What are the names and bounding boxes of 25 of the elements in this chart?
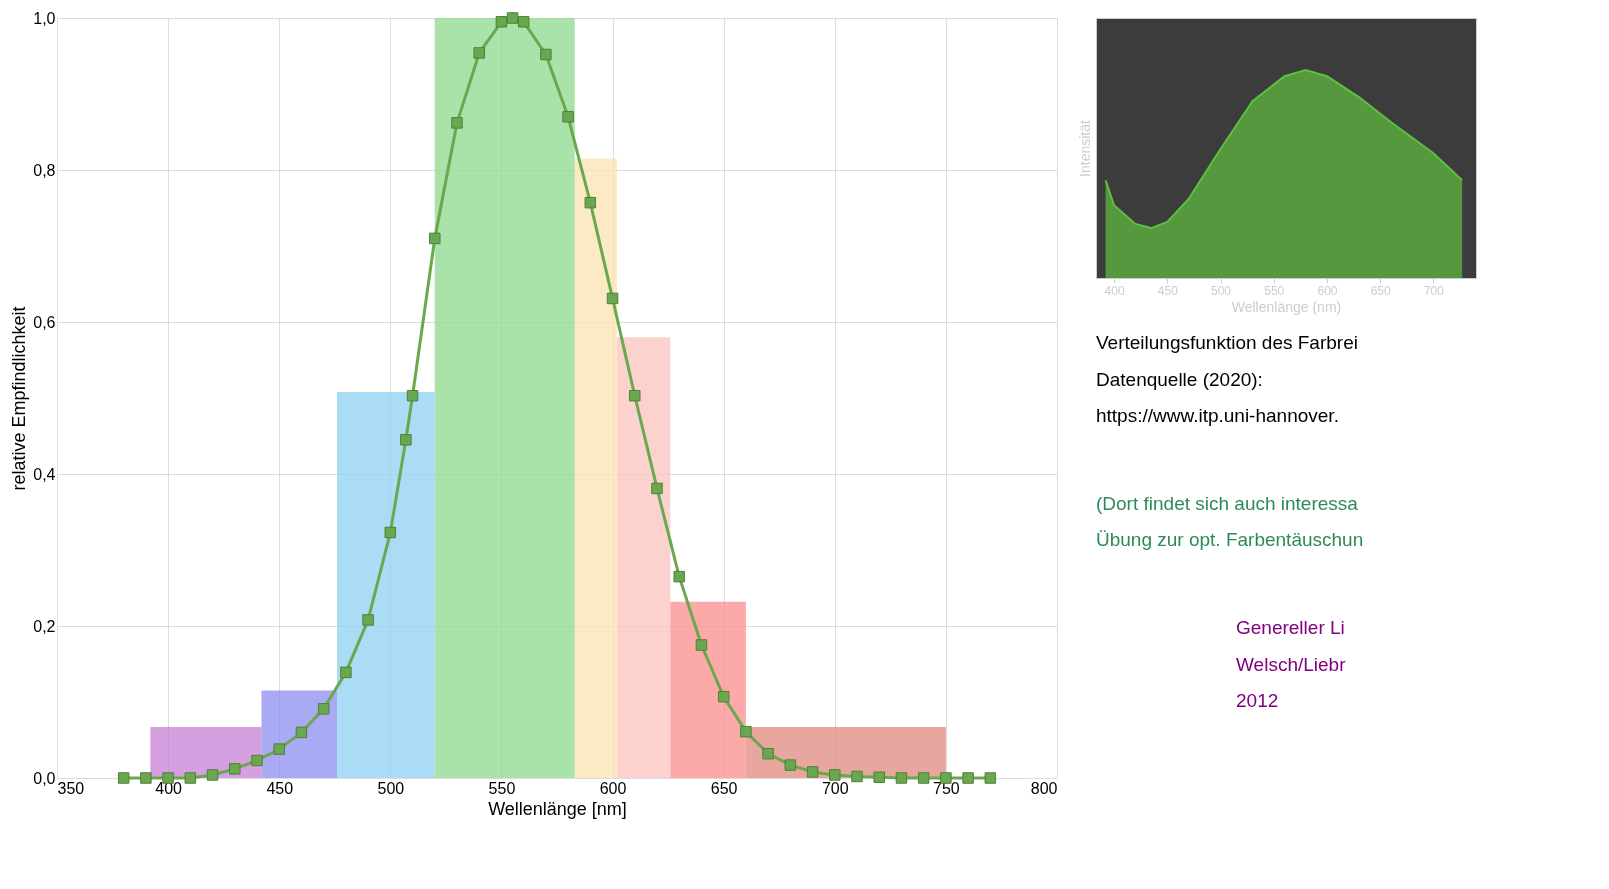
y-tick-label: 0,8 [33, 161, 56, 179]
x-tick-label: 700 [821, 779, 849, 797]
x-tick-label: 500 [377, 779, 405, 797]
x-tick-label: 600 [599, 779, 627, 797]
y-axis-title: relative Empfindlichkeit [9, 306, 30, 491]
text: Welsch/Liebr [1236, 653, 1347, 675]
text: Verteilungsfunktion des Farbrei [1096, 332, 1358, 354]
y-tick-label: 0,6 [33, 313, 56, 331]
x-axis-title: Wellenlänge [nm] [488, 798, 627, 819]
y-tick-label: 0,4 [33, 465, 56, 483]
text: https://www.itp.uni-hannover. [1096, 405, 1339, 427]
text: Datenquelle (2020): [1096, 368, 1263, 390]
y-tick-label: 0,2 [33, 617, 56, 635]
text: 2012 [1236, 690, 1279, 712]
x-tick-label: 800 [1030, 779, 1058, 797]
y-tick-label: 1,0 [33, 9, 56, 27]
text: Genereller Li [1236, 617, 1345, 639]
x-tick-label: 450 [266, 779, 294, 797]
text: (Dort findet sich auch interessa [1096, 492, 1359, 514]
text: Übung zur opt. Farbentäuschun [1096, 529, 1364, 551]
x-tick-label: 650 [710, 779, 738, 797]
x-tick-label: 350 [57, 779, 85, 797]
x-tick-label: 400 [155, 779, 183, 797]
y-tick-label: 0,0 [33, 769, 56, 787]
x-tick-label: 550 [488, 779, 516, 797]
